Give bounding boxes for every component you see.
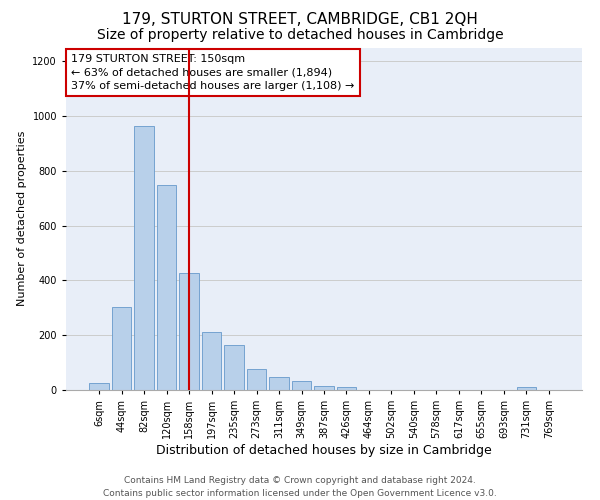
Bar xyxy=(269,377,289,390)
Bar xyxy=(89,383,109,390)
Text: 179, STURTON STREET, CAMBRIDGE, CB1 2QH: 179, STURTON STREET, CAMBRIDGE, CB1 2QH xyxy=(122,12,478,28)
Bar xyxy=(247,370,266,390)
Text: Contains HM Land Registry data © Crown copyright and database right 2024.
Contai: Contains HM Land Registry data © Crown c… xyxy=(103,476,497,498)
Bar xyxy=(337,388,356,390)
Y-axis label: Number of detached properties: Number of detached properties xyxy=(17,131,27,306)
Text: 179 STURTON STREET: 150sqm
← 63% of detached houses are smaller (1,894)
37% of s: 179 STURTON STREET: 150sqm ← 63% of deta… xyxy=(71,54,355,91)
Bar xyxy=(292,381,311,390)
Bar xyxy=(179,272,199,390)
Bar xyxy=(517,386,536,390)
Bar xyxy=(202,332,221,390)
Bar xyxy=(314,386,334,390)
Text: Size of property relative to detached houses in Cambridge: Size of property relative to detached ho… xyxy=(97,28,503,42)
Bar xyxy=(157,185,176,390)
X-axis label: Distribution of detached houses by size in Cambridge: Distribution of detached houses by size … xyxy=(156,444,492,457)
Bar xyxy=(224,345,244,390)
Bar xyxy=(134,126,154,390)
Bar xyxy=(112,308,131,390)
